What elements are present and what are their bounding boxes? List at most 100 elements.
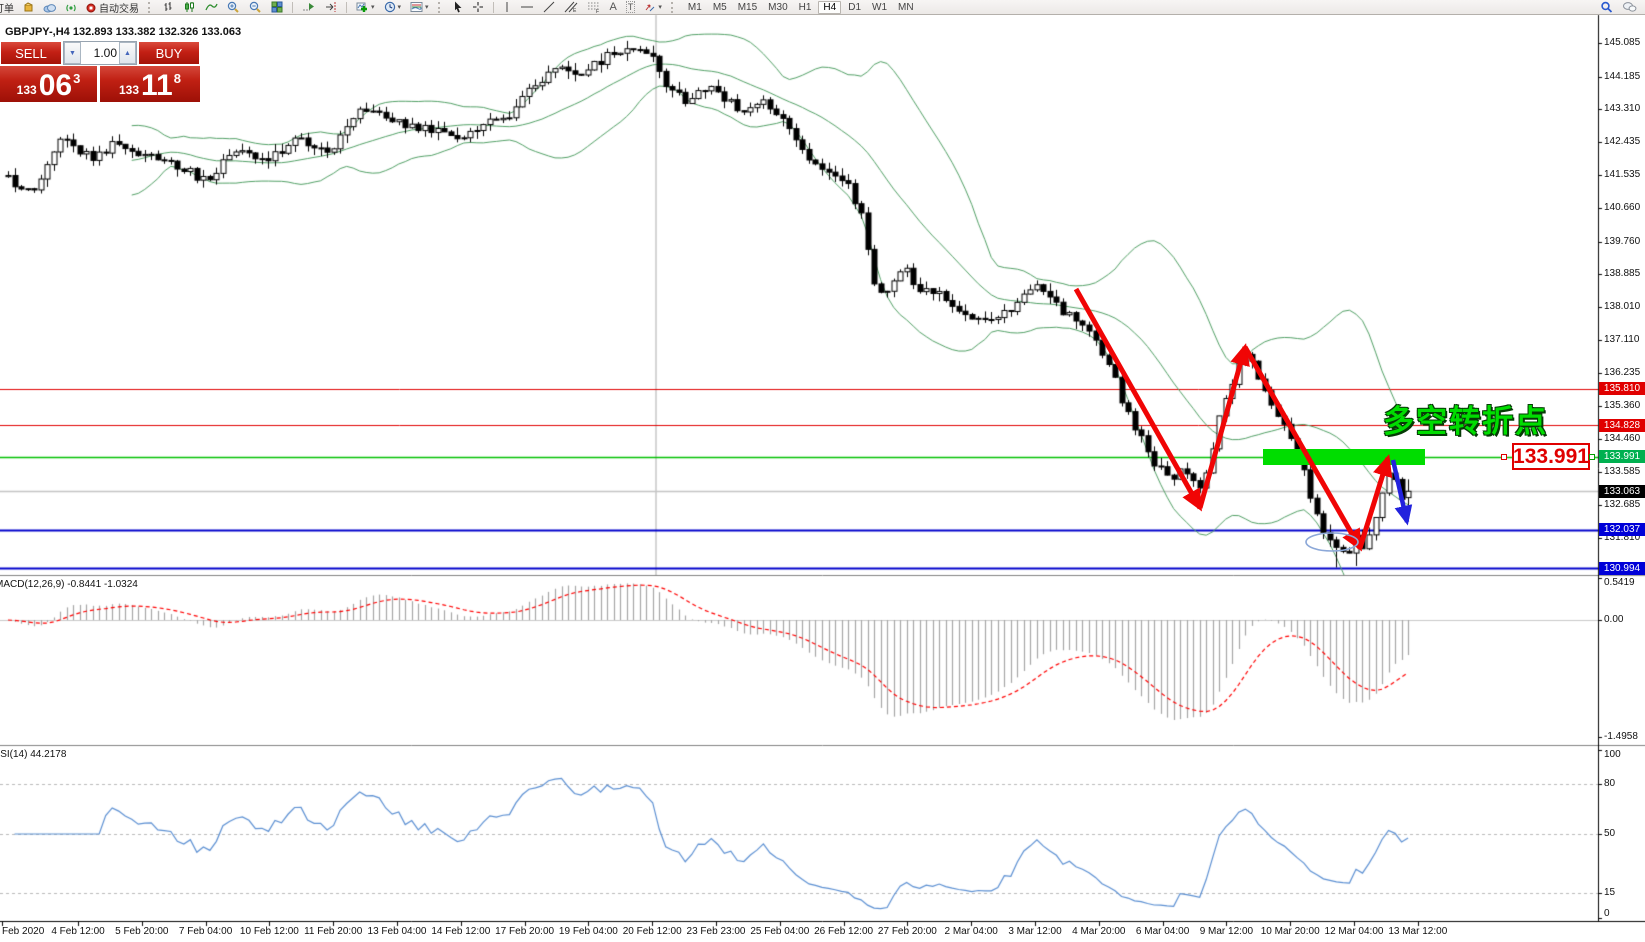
time-axis-label: 13 Mar 12:00 [1388, 926, 1448, 937]
news-signal-icon[interactable] [63, 1, 79, 14]
price-axis-tick: 138.010 [1604, 300, 1641, 312]
candlestick-chart-icon[interactable] [182, 1, 198, 14]
line-handle-red[interactable] [1501, 454, 1507, 460]
time-axis-label: 19 Feb 04:00 [558, 926, 618, 937]
equidistant-channel-tool[interactable]: E [562, 1, 580, 14]
time-axis-label: 10 Mar 20:00 [1260, 926, 1320, 937]
trendline-tool[interactable] [541, 1, 557, 14]
time-axis-label: 12 Mar 04:00 [1324, 926, 1384, 937]
timeframe-button-m30[interactable]: M30 [768, 1, 788, 13]
price-axis-tick: 139.760 [1604, 235, 1641, 247]
timeframe-button-d1[interactable]: D1 [848, 1, 862, 13]
price-axis-tick: 145.085 [1604, 37, 1641, 48]
price-axis-tick: 132.685 [1604, 499, 1641, 511]
macd-indicator-label: MACD(12,26,9) -0.8441 -1.0324 [0, 579, 138, 590]
timeframe-button-m5[interactable]: M5 [712, 1, 727, 13]
cursor-tool[interactable] [451, 1, 465, 14]
rsi-axis-tick: 50 [1604, 828, 1616, 839]
price-axis-tick: 135.360 [1604, 399, 1641, 411]
tile-windows-icon[interactable] [269, 1, 285, 14]
time-axis-label: 5 Feb 20:00 [115, 926, 169, 937]
time-axis-label: 2 Mar 04:00 [944, 926, 998, 937]
toolbar-grip [437, 1, 444, 13]
sell-price-big: 06 [38, 69, 73, 102]
crosshair-tool[interactable] [470, 1, 486, 14]
timeframe-button-h1[interactable]: H1 [798, 1, 812, 13]
volume-input[interactable] [81, 42, 119, 64]
timeframe-button-mn[interactable]: MN [898, 1, 914, 13]
buy-price-small: 133 [119, 83, 140, 97]
search-icon[interactable] [1598, 1, 1615, 14]
autotrade-button[interactable]: 自动交易 [84, 1, 141, 15]
price-tag-box: 133.991 [1512, 443, 1590, 470]
market-icon[interactable] [21, 1, 36, 14]
price-level-badge: 130.994 [1599, 561, 1645, 575]
auto-scroll-icon[interactable] [300, 1, 317, 14]
timeframe-button-w1[interactable]: W1 [872, 1, 888, 13]
price-axis-tick: 138.885 [1604, 268, 1641, 280]
new-order-button[interactable]: 订单 [0, 1, 16, 15]
buy-button[interactable]: BUY [138, 41, 200, 65]
timeframe-button-h4[interactable]: H4 [818, 0, 842, 14]
price-level-badge: 135.810 [1599, 382, 1645, 396]
price-axis-tick: 134.460 [1604, 433, 1641, 445]
sell-price-sup: 3 [73, 71, 81, 86]
price-level-badge: 133.991 [1599, 450, 1645, 464]
sell-button[interactable]: SELL [0, 41, 62, 65]
time-axis-label: Feb 2020 [2, 926, 45, 937]
zoom-in-icon[interactable] [225, 1, 242, 14]
time-axis-label: 26 Feb 12:00 [814, 926, 874, 937]
rsi-axis-tick: 80 [1604, 777, 1616, 789]
price-axis-tick: 142.435 [1604, 135, 1641, 147]
templates-button[interactable]: ▾ [408, 1, 431, 14]
add-indicator-button[interactable]: ▾ [354, 1, 377, 14]
zoom-out-icon[interactable] [247, 1, 264, 14]
toolbar-separator [292, 1, 293, 13]
volume-down-button[interactable]: ▼ [64, 42, 81, 64]
price-axis-tick: 141.535 [1604, 169, 1641, 181]
bar-chart-icon[interactable] [161, 1, 177, 14]
time-axis-label: 4 Feb 12:00 [51, 926, 105, 937]
price-axis-tick: 144.185 [1604, 70, 1641, 82]
toolbar-grip [670, 1, 677, 13]
text-label-tool[interactable]: T [625, 1, 636, 13]
sell-price-tile[interactable]: 133 06 3 [0, 66, 97, 102]
price-axis-tick: 136.235 [1604, 367, 1641, 378]
time-axis-label: 6 Mar 04:00 [1135, 926, 1190, 937]
line-handle-green[interactable] [1589, 454, 1595, 460]
autotrade-label: 自动交易 [99, 3, 139, 15]
arrow-objects-tool[interactable]: ▾ [642, 1, 664, 14]
periods-clock-button[interactable]: ▾ [382, 1, 404, 14]
horizontal-line-tool[interactable] [518, 1, 536, 14]
time-axis-label: 13 Feb 04:00 [367, 926, 427, 937]
price-axis-tick: 137.110 [1604, 334, 1640, 346]
new-order-label: 订单 [0, 3, 14, 15]
volume-up-button[interactable]: ▲ [119, 42, 136, 64]
buy-price-sup: 8 [173, 71, 181, 86]
buy-price-big: 11 [141, 69, 173, 102]
line-chart-icon[interactable] [203, 1, 220, 14]
macd-axis-tick: 0.00 [1604, 614, 1624, 625]
fibonacci-tool[interactable]: F [585, 1, 603, 14]
macd-axis-tick: -1.4958 [1604, 730, 1638, 742]
buy-price-tile[interactable]: 133 11 8 [100, 66, 200, 102]
signals-cloud-icon[interactable] [41, 1, 58, 14]
time-axis-label: 27 Feb 20:00 [877, 926, 937, 937]
toolbar: 订单 自动交易 ▾ ▾ ▾ E F A T ▾ M1 M5 M15 M30 H1 H4 D1… [0, 0, 1645, 15]
price-axis-tick: 131.810 [1604, 532, 1641, 543]
timeframe-toolbar: M1 M5 M15 M30 H1 H4 D1 W1 MN [684, 0, 918, 14]
timeframe-button-m15[interactable]: M15 [737, 1, 758, 13]
chat-icon[interactable] [1620, 1, 1639, 14]
toolbar-separator [492, 1, 494, 13]
price-axis-tick: 133.585 [1604, 465, 1641, 477]
chart-shift-icon[interactable] [322, 1, 339, 14]
time-axis-label: 25 Feb 04:00 [750, 926, 810, 937]
time-axis-label: 7 Feb 04:00 [178, 926, 233, 937]
time-axis-label: 20 Feb 12:00 [622, 926, 682, 937]
sell-price-small: 133 [16, 83, 37, 97]
text-tool[interactable]: A [609, 1, 617, 13]
vertical-line-tool[interactable] [501, 1, 513, 14]
timeframe-button-m1[interactable]: M1 [687, 1, 702, 13]
